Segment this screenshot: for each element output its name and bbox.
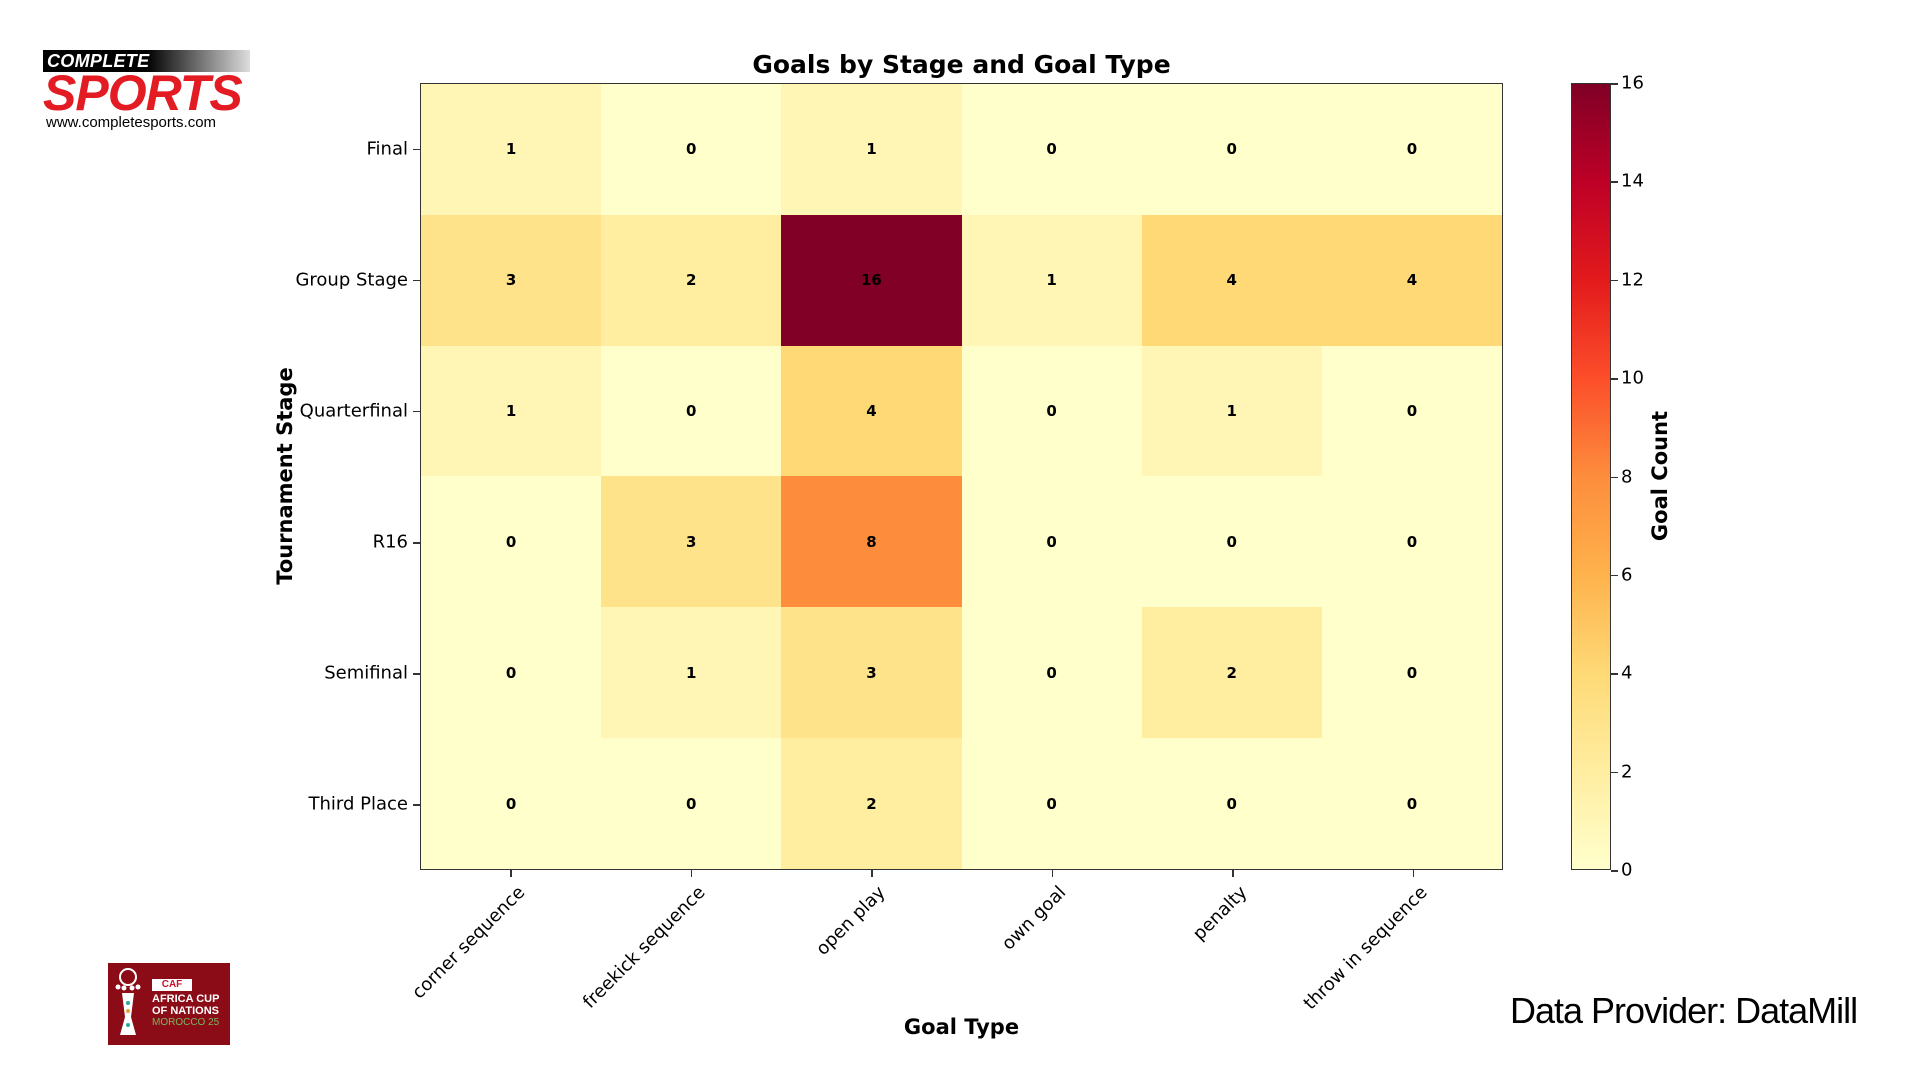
colorbar-tick-label: 4 [1621,662,1633,684]
y-tick-label: Semifinal [324,662,408,684]
heatmap-cell: 2 [781,738,962,869]
colorbar-tick-label: 2 [1621,761,1633,783]
heatmap-cell: 0 [421,738,602,869]
x-tick-mark [1051,870,1054,877]
heatmap-cell: 0 [961,607,1142,739]
heatmap-cell: 16 [781,214,962,346]
y-tick-label: Final [366,138,408,160]
x-tick-label: open play [812,882,891,960]
heatmap-cell: 0 [961,84,1142,215]
heatmap-cell: 0 [601,345,782,477]
x-tick-label: throw in sequence [1299,882,1432,1015]
heatmap-cell: 2 [1141,607,1322,739]
y-tick-mark [413,673,420,675]
data-provider-credit: Data Provider: DataMill [1510,990,1858,1031]
colorbar-tick-mark [1611,83,1618,85]
y-axis-label: Tournament Stage [273,367,297,585]
y-tick-mark [413,148,420,151]
afcon-text-line1: AFRICA CUP [152,993,220,1005]
x-tick-label: freekick sequence [578,882,710,1013]
x-tick-label: own goal [998,882,1071,955]
heatmap-cell: 0 [1321,476,1502,608]
heatmap-cell: 4 [1141,214,1322,346]
heatmap-cell: 3 [601,476,782,608]
x-axis-label: Goal Type [903,1015,1020,1039]
logo-url: www.completesports.com [46,114,217,131]
colorbar [1571,83,1611,870]
heatmap-cell: 1 [601,607,782,739]
y-tick-mark [413,410,420,413]
x-tick-mark [510,870,512,877]
y-tick-mark [413,804,420,806]
colorbar-tick-label: 0 [1621,859,1633,881]
heatmap-cell: 1 [421,345,602,477]
logo-banner: COMPLETE [43,50,250,72]
heatmap-cell: 2 [601,214,782,346]
colorbar-tick-mark [1611,673,1618,675]
afcon-text-line2: OF NATIONS [152,1005,220,1017]
heatmap-cell: 3 [781,607,962,739]
heatmap-cell: 0 [1141,738,1322,869]
colorbar-tick-mark [1611,476,1618,478]
colorbar-tick-mark [1611,279,1618,282]
heatmap-cell: 8 [781,476,962,608]
y-tick-label: Third Place [308,793,409,815]
heatmap-cell: 4 [1321,214,1502,346]
colorbar-tick-label: 10 [1621,367,1644,389]
heatmap-cell: 0 [1321,345,1502,477]
x-tick-label: penalty [1188,882,1252,945]
trophy-icon [115,968,141,1035]
colorbar-tick-mark [1611,870,1618,872]
afcon-logo: CAF AFRICA CUP OF NATIONS MOROCCO 25 [108,963,230,1045]
heatmap-cell: 3 [421,214,602,346]
y-tick-label: Quarterfinal [299,400,408,422]
complete-sports-logo: COMPLETE SPORTS www.completesports.com [43,50,253,132]
heatmap-cell: 1 [421,84,602,215]
heatmap-plot: 1 0 1 0 0 0 3 2 16 1 4 4 1 0 4 0 1 0 0 3 8 0 0 0 0 1 3 0 2 0 0 0 2 0 0 0 [420,83,1503,870]
x-tick-mark [690,870,693,877]
heatmap-cell: 0 [961,345,1142,477]
colorbar-tick-mark [1611,378,1618,380]
heatmap-cell: 0 [1141,476,1322,608]
chart-title: Goals by Stage and Goal Type [752,50,1171,79]
y-tick-mark [413,542,420,544]
heatmap-cell: 1 [1141,345,1322,477]
y-tick-label: R16 [372,531,408,553]
colorbar-tick-mark [1611,771,1618,774]
colorbar-tick-label: 6 [1621,564,1633,586]
heatmap-cell: 0 [601,738,782,869]
colorbar-tick-label: 12 [1621,269,1644,291]
heatmap-cell: 0 [961,476,1142,608]
y-tick-mark [413,279,420,282]
x-tick-mark [1412,870,1415,877]
colorbar-tick-label: 14 [1621,170,1644,192]
heatmap-cell: 0 [961,738,1142,869]
colorbar-tick-mark [1611,574,1618,577]
heatmap-cell: 0 [1321,607,1502,739]
heatmap-cell: 1 [781,84,962,215]
logo-sports-text: SPORTS [43,65,243,121]
heatmap-cell: 0 [601,84,782,215]
heatmap-cell: 0 [1141,84,1322,215]
heatmap-cell: 0 [1321,738,1502,869]
x-tick-mark [1232,870,1234,877]
heatmap-cell: 0 [421,476,602,608]
afcon-text-line3: MOROCCO 25 [152,1017,220,1028]
x-tick-label: corner sequence [407,882,530,1004]
heatmap-cell: 1 [961,214,1142,346]
colorbar-tick-mark [1611,181,1618,183]
colorbar-label: Goal Count [1648,410,1672,542]
heatmap-cell: 4 [781,345,962,477]
colorbar-tick-label: 16 [1621,72,1644,94]
logo-complete-text: COMPLETE [47,51,150,71]
colorbar-tick-label: 8 [1621,466,1633,487]
x-tick-mark [871,870,873,877]
caf-badge: CAF [152,979,192,991]
heatmap-cell: 0 [1321,84,1502,215]
heatmap-cell: 0 [421,607,602,739]
y-tick-label: Group Stage [295,269,408,291]
